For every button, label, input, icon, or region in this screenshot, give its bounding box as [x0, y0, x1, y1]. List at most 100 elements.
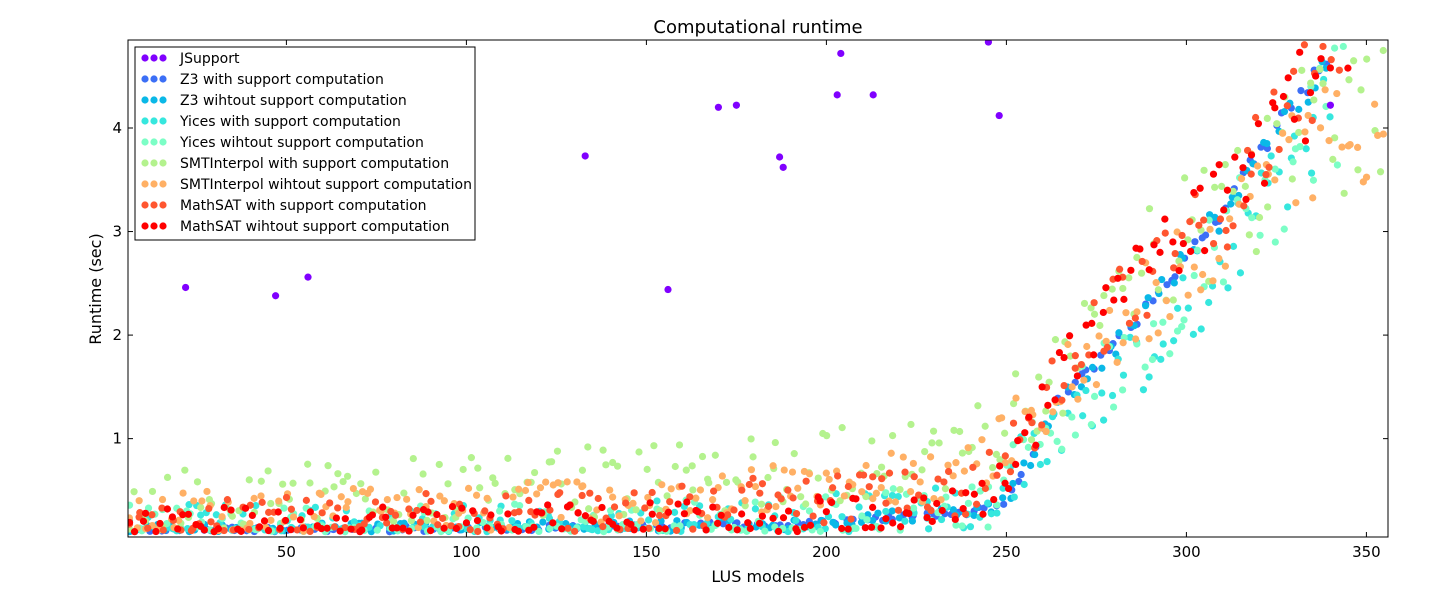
data-point	[725, 523, 733, 532]
data-point	[651, 519, 660, 527]
legend-marker	[141, 180, 149, 188]
data-point	[929, 427, 938, 435]
data-point	[1020, 480, 1028, 489]
data-point	[1099, 308, 1107, 317]
data-point	[996, 456, 1004, 464]
data-point	[1088, 319, 1096, 327]
data-point	[896, 523, 905, 531]
data-point	[1231, 153, 1239, 161]
data-point	[1166, 350, 1174, 358]
data-point	[1216, 215, 1225, 223]
data-point	[758, 480, 767, 488]
data-point	[847, 515, 855, 523]
data-point	[1092, 381, 1101, 389]
data-point	[341, 515, 349, 523]
data-point	[1237, 175, 1246, 183]
data-point	[383, 519, 391, 527]
points-layer	[128, 40, 1387, 536]
data-point	[536, 484, 545, 492]
data-point	[474, 527, 482, 536]
data-point	[940, 478, 948, 486]
data-point	[764, 502, 773, 510]
data-point	[769, 462, 777, 470]
data-point	[664, 508, 673, 516]
y-tick-label: 2	[112, 326, 122, 344]
data-point	[579, 482, 587, 490]
data-point	[448, 502, 457, 511]
data-point	[1079, 412, 1087, 420]
data-point	[515, 485, 523, 493]
data-point	[1098, 364, 1106, 372]
data-point	[1157, 355, 1165, 363]
data-point	[1224, 284, 1232, 292]
data-point	[1236, 269, 1245, 277]
data-point	[439, 514, 447, 522]
data-point	[774, 527, 783, 536]
data-point	[287, 505, 295, 513]
data-point	[330, 523, 339, 531]
data-point	[1055, 348, 1064, 357]
data-point	[990, 495, 998, 504]
data-point	[1083, 342, 1091, 351]
data-point	[749, 453, 757, 461]
data-point	[1357, 86, 1365, 94]
data-point	[416, 518, 424, 526]
data-point	[1205, 298, 1213, 307]
data-point	[1000, 500, 1008, 508]
data-point	[304, 460, 312, 468]
data-point	[158, 504, 166, 512]
data-point	[784, 507, 793, 515]
data-point	[223, 496, 232, 504]
data-point	[1252, 113, 1260, 122]
data-point	[181, 466, 189, 474]
data-point	[993, 509, 1001, 517]
data-point	[1265, 163, 1273, 171]
data-point	[1150, 241, 1158, 249]
data-point	[1133, 308, 1141, 316]
data-point	[1125, 274, 1133, 282]
data-point	[1179, 274, 1187, 282]
data-point	[293, 526, 301, 534]
data-point	[1226, 215, 1234, 223]
data-point	[1346, 140, 1354, 149]
legend-label: MathSAT with support computation	[180, 198, 427, 214]
data-point	[741, 502, 749, 510]
data-point	[282, 493, 291, 502]
data-point	[1209, 239, 1218, 248]
data-point	[1171, 249, 1179, 258]
data-point	[732, 101, 741, 109]
data-point	[950, 426, 958, 434]
data-point	[1087, 304, 1095, 312]
x-tick-label: 150	[632, 543, 661, 561]
data-point	[1102, 337, 1110, 345]
plot-frame	[127, 39, 1389, 538]
data-point	[941, 485, 950, 493]
data-point	[1169, 238, 1177, 246]
data-point	[336, 527, 344, 535]
data-point	[694, 508, 702, 516]
data-point	[655, 511, 664, 520]
data-point	[738, 486, 746, 494]
data-point	[1353, 143, 1362, 152]
data-point	[1223, 186, 1232, 194]
data-point	[1264, 203, 1272, 211]
data-point	[1247, 170, 1255, 178]
data-point	[464, 484, 473, 492]
data-point	[148, 487, 157, 496]
data-point	[349, 484, 357, 493]
data-point	[264, 526, 273, 535]
data-point	[1211, 183, 1219, 191]
data-point	[521, 486, 530, 495]
data-point	[724, 511, 732, 519]
data-point	[260, 517, 269, 525]
data-point	[840, 492, 848, 500]
data-point	[973, 500, 981, 508]
data-point	[1371, 100, 1379, 108]
data-point	[1190, 188, 1198, 197]
data-point	[1270, 88, 1278, 96]
data-point	[602, 461, 610, 469]
data-point	[1284, 74, 1292, 82]
data-point	[332, 514, 341, 522]
data-point	[874, 509, 882, 517]
